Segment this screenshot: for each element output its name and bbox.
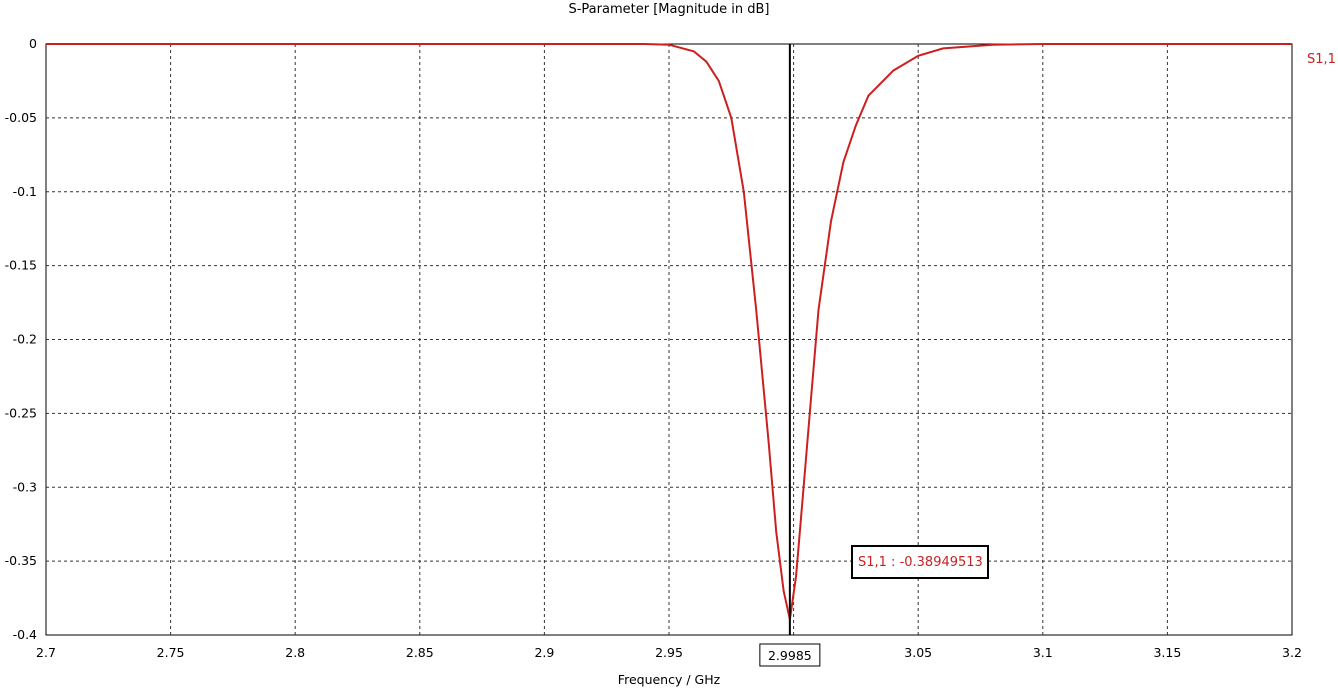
legend-entry-s11: S1,1 (1307, 52, 1336, 67)
y-tick-label: -0.1 (13, 184, 37, 199)
y-axis-ticks: 0 -0.05 -0.1 -0.15 -0.2 -0.25 -0.3 -0.35 -0.4 (5, 36, 37, 642)
y-tick-label: -0.2 (13, 332, 37, 347)
x-tick-label: 3.15 (1153, 645, 1181, 660)
x-tick-label: 2.8 (285, 645, 305, 660)
x-tick-label: 2.85 (406, 645, 434, 660)
marker-value-box: S1,1 : -0.38949513 (851, 545, 989, 579)
y-tick-label: -0.3 (13, 479, 37, 494)
marker-value-label: S1,1 : -0.38949513 (858, 555, 983, 570)
x-tick-label: 2.75 (157, 645, 185, 660)
x-tick-label: 3.1 (1033, 645, 1053, 660)
x-tick-label: 2.9 (534, 645, 554, 660)
x-tick-label: 2.7 (36, 645, 56, 660)
grid-lines (46, 44, 1292, 635)
y-tick-label: 0 (29, 36, 37, 51)
x-tick-label: 3.2 (1282, 645, 1302, 660)
marker-x-label-box: 2.9985 (759, 643, 821, 667)
y-tick-label: -0.4 (13, 627, 37, 642)
x-axis-label: Frequency / GHz (618, 672, 721, 687)
y-tick-label: -0.15 (5, 258, 37, 273)
x-tick-label: 2.95 (655, 645, 683, 660)
chart-title: S-Parameter [Magnitude in dB] (568, 2, 769, 17)
marker-x-label: 2.9985 (768, 648, 812, 663)
y-tick-label: -0.05 (5, 110, 37, 125)
x-tick-label: 3.05 (904, 645, 932, 660)
y-tick-label: -0.25 (5, 405, 37, 420)
y-tick-label: -0.35 (5, 553, 37, 568)
x-axis-ticks: 2.72.752.82.852.92.9533.053.13.153.2 (36, 645, 1302, 660)
